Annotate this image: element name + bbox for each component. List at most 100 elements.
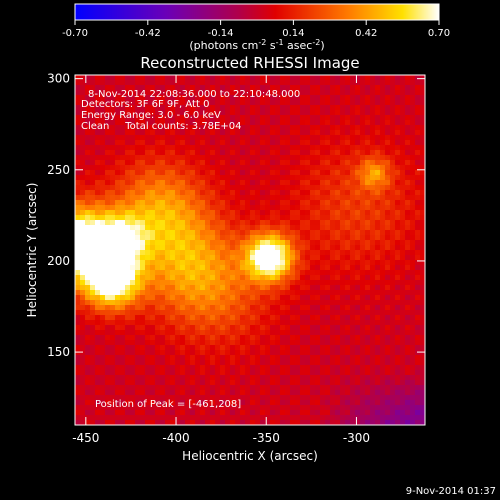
heatmap-cell bbox=[280, 410, 286, 416]
heatmap-cell bbox=[335, 300, 341, 306]
heatmap-cell bbox=[75, 105, 81, 111]
heatmap-cell bbox=[180, 370, 186, 376]
heatmap-cell bbox=[195, 355, 201, 361]
heatmap-cell bbox=[250, 115, 256, 121]
heatmap-cell bbox=[390, 105, 396, 111]
colorbar-tick-label: 0.14 bbox=[282, 28, 304, 39]
heatmap-cell bbox=[305, 335, 311, 341]
heatmap-cell bbox=[300, 275, 306, 281]
heatmap-cell bbox=[125, 190, 131, 196]
heatmap-cell bbox=[130, 110, 136, 116]
heatmap-cell bbox=[140, 350, 146, 356]
heatmap-cell bbox=[315, 310, 321, 316]
heatmap-cell bbox=[380, 150, 386, 156]
heatmap-cell bbox=[350, 330, 356, 336]
heatmap-cell bbox=[415, 235, 421, 241]
heatmap-cell bbox=[335, 330, 341, 336]
heatmap-cell bbox=[365, 385, 371, 391]
heatmap-cell bbox=[225, 90, 231, 96]
heatmap-cell bbox=[315, 90, 321, 96]
heatmap-cell bbox=[300, 160, 306, 166]
heatmap-cell bbox=[135, 355, 141, 361]
heatmap-cell bbox=[260, 200, 266, 206]
heatmap-cell bbox=[300, 260, 306, 266]
heatmap-cell bbox=[170, 115, 176, 121]
heatmap-cell bbox=[240, 140, 246, 146]
heatmap-cell bbox=[330, 75, 336, 81]
heatmap-cell bbox=[165, 240, 171, 246]
heatmap-cell bbox=[390, 250, 396, 256]
heatmap-cell bbox=[115, 395, 121, 401]
heatmap-cell bbox=[375, 160, 381, 166]
heatmap-cell bbox=[110, 115, 116, 121]
heatmap-cell bbox=[345, 330, 351, 336]
heatmap-cell bbox=[300, 190, 306, 196]
heatmap-cell bbox=[120, 370, 126, 376]
heatmap-cell bbox=[280, 115, 286, 121]
heatmap-cell bbox=[105, 365, 111, 371]
heatmap-cell bbox=[115, 100, 121, 106]
heatmap-cell bbox=[390, 415, 396, 421]
heatmap-cell bbox=[160, 265, 166, 271]
heatmap-cell bbox=[355, 170, 361, 176]
heatmap-cell bbox=[205, 145, 211, 151]
heatmap-cell bbox=[415, 315, 421, 321]
heatmap-cell bbox=[340, 295, 346, 301]
heatmap-cell bbox=[360, 170, 366, 176]
heatmap-cell bbox=[210, 325, 216, 331]
heatmap-cell bbox=[100, 280, 106, 286]
heatmap-cell bbox=[330, 275, 336, 281]
heatmap-cell bbox=[110, 365, 116, 371]
heatmap-cell bbox=[305, 145, 311, 151]
heatmap-cell bbox=[250, 330, 256, 336]
heatmap-cell bbox=[190, 265, 196, 271]
heatmap-cell bbox=[310, 300, 316, 306]
heatmap-cell bbox=[95, 215, 101, 221]
heatmap-cell bbox=[405, 105, 411, 111]
heatmap-cell bbox=[330, 135, 336, 141]
heatmap-cell bbox=[305, 285, 311, 291]
heatmap-cell bbox=[355, 405, 361, 411]
heatmap-cell bbox=[205, 315, 211, 321]
heatmap-cell bbox=[205, 275, 211, 281]
heatmap-cell bbox=[355, 205, 361, 211]
heatmap-cell bbox=[350, 185, 356, 191]
heatmap-cell bbox=[410, 215, 416, 221]
heatmap-cell bbox=[165, 180, 171, 186]
heatmap-cell bbox=[355, 245, 361, 251]
heatmap-cell bbox=[140, 285, 146, 291]
heatmap-cell bbox=[305, 225, 311, 231]
heatmap-cell bbox=[390, 330, 396, 336]
heatmap-cell bbox=[410, 165, 416, 171]
heatmap-cell bbox=[235, 260, 241, 266]
heatmap-cell bbox=[155, 95, 161, 101]
heatmap-cell bbox=[155, 410, 161, 416]
heatmap-cell bbox=[90, 345, 96, 351]
heatmap-cell bbox=[310, 85, 316, 91]
heatmap-cell bbox=[315, 330, 321, 336]
heatmap-cell bbox=[155, 205, 161, 211]
heatmap-cell bbox=[240, 355, 246, 361]
heatmap-cell bbox=[255, 215, 261, 221]
heatmap-cell bbox=[120, 180, 126, 186]
heatmap-cell bbox=[150, 100, 156, 106]
heatmap-cell bbox=[200, 130, 206, 136]
heatmap-cell bbox=[390, 260, 396, 266]
heatmap-cell bbox=[335, 185, 341, 191]
heatmap-cell bbox=[300, 280, 306, 286]
heatmap-cell bbox=[325, 225, 331, 231]
heatmap-cell bbox=[390, 205, 396, 211]
heatmap-cell bbox=[130, 330, 136, 336]
heatmap-cell bbox=[155, 260, 161, 266]
heatmap-cell bbox=[405, 415, 411, 421]
heatmap-cell bbox=[350, 210, 356, 216]
heatmap-cell bbox=[180, 200, 186, 206]
heatmap-cell bbox=[200, 250, 206, 256]
heatmap-cell bbox=[120, 400, 126, 406]
heatmap-cell bbox=[380, 185, 386, 191]
heatmap-cell bbox=[245, 405, 251, 411]
heatmap-cell bbox=[250, 150, 256, 156]
heatmap-cell bbox=[390, 355, 396, 361]
heatmap-cell bbox=[265, 235, 271, 241]
heatmap-cell bbox=[415, 225, 421, 231]
